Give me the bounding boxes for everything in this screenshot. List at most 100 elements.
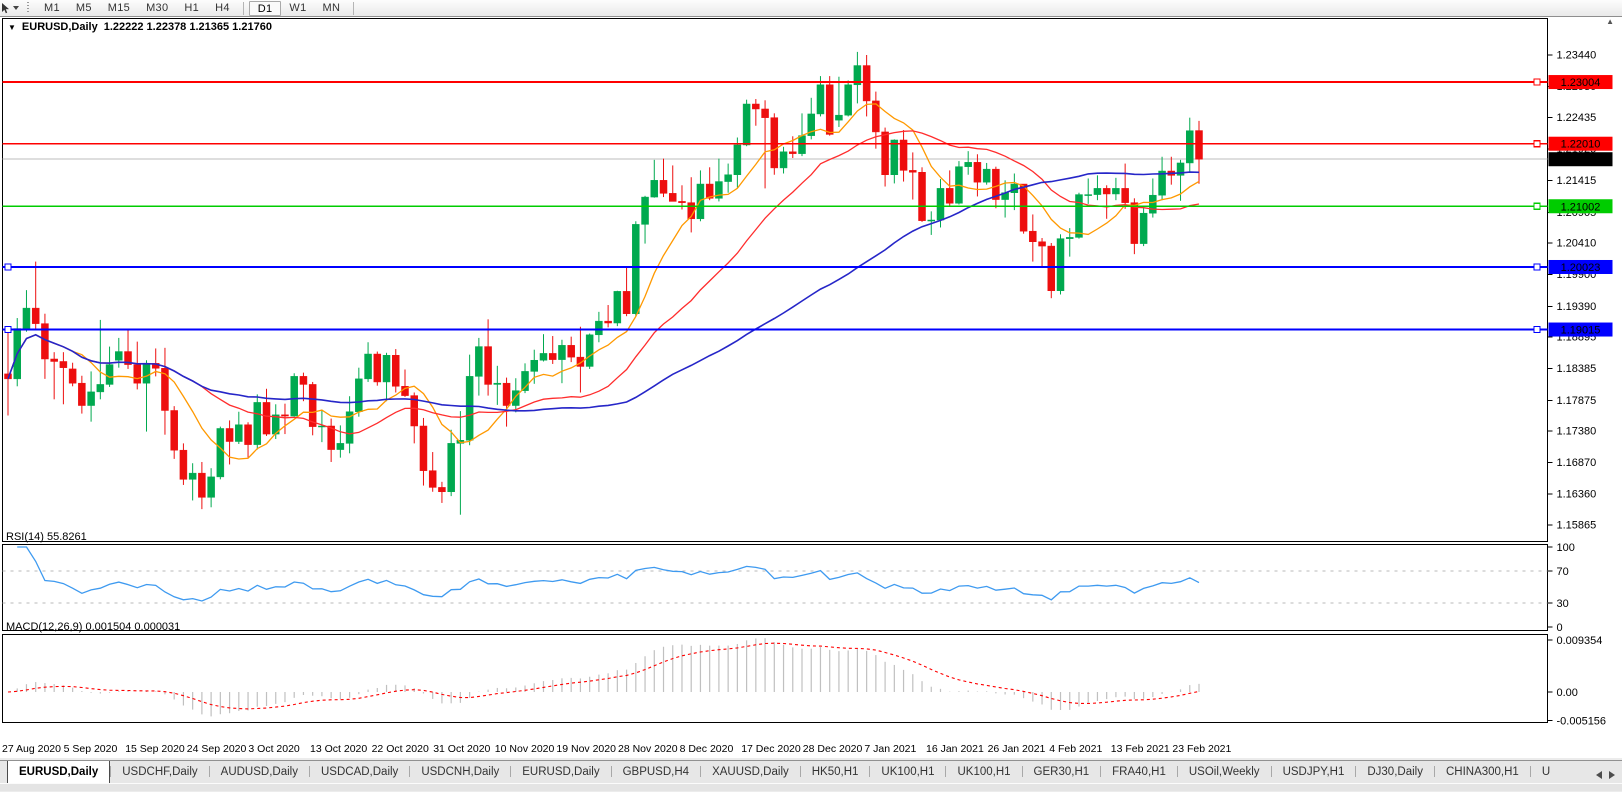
tab-separator	[110, 766, 112, 777]
price-scale[interactable]: 1.234401.229301.224351.219251.214151.209…	[1547, 50, 1597, 532]
svg-text:-0.005156: -0.005156	[1557, 716, 1607, 728]
rsi-indicator-label: RSI(14) 55.8261	[6, 531, 87, 543]
macd-histogram	[16, 638, 1200, 717]
tab-uk100-h1-10[interactable]: UK100,H1	[957, 766, 1011, 778]
svg-text:0.00: 0.00	[1557, 687, 1578, 699]
tab-u-17[interactable]: U	[1541, 766, 1551, 778]
timeframe-D1[interactable]: D1	[248, 0, 282, 16]
ma-fast-line	[7, 103, 1200, 460]
tab-usdchf-daily-1[interactable]: USDCHF,Daily	[122, 766, 198, 778]
hline-1.22010[interactable]: 1.22010	[2, 136, 1613, 151]
svg-text:28 Nov 2020: 28 Nov 2020	[618, 743, 678, 755]
rsi-line	[17, 546, 1200, 602]
ma-slow-line	[7, 171, 1200, 412]
tab-separator	[1529, 766, 1531, 777]
chart-ohlc-readout: 1.22222 1.22378 1.21365 1.21760	[103, 21, 272, 33]
tab-eurusd-daily-0[interactable]: EURUSD,Daily	[7, 761, 111, 783]
svg-text:0.009354: 0.009354	[1557, 635, 1603, 647]
svg-text:17 Dec 2020: 17 Dec 2020	[741, 743, 801, 755]
svg-text:10 Nov 2020: 10 Nov 2020	[495, 743, 555, 755]
svg-text:1.17875: 1.17875	[1557, 395, 1597, 407]
tab-ger30-h1-11[interactable]: GER30,H1	[1033, 766, 1090, 778]
price-chart-canvas[interactable]: 1.234401.229301.224351.219251.214151.209…	[0, 17, 1622, 758]
macd-indicator-label: MACD(12,26,9) 0.001504 0.000031	[6, 621, 181, 633]
tab-audusd-daily-2[interactable]: AUDUSD,Daily	[220, 766, 298, 778]
scroll-up-icon[interactable]: ▲	[1606, 17, 1614, 26]
tab-china300-h1-16[interactable]: CHINA300,H1	[1445, 766, 1519, 778]
tab-gbpusd-h4-6[interactable]: GBPUSD,H4	[622, 766, 690, 778]
timeframe-M30[interactable]: M30	[146, 1, 169, 14]
tab-uk100-h1-9[interactable]: UK100,H1	[881, 766, 935, 778]
collapse-arrow-icon[interactable]: ▼	[8, 22, 16, 32]
macd-signal-line	[7, 642, 1200, 710]
tab-separator	[799, 766, 801, 777]
toolbar-separator	[242, 1, 244, 15]
cursor-arrow-icon	[1, 2, 10, 14]
svg-text:1.21415: 1.21415	[1557, 175, 1597, 187]
svg-text:16 Jan 2021: 16 Jan 2021	[926, 743, 984, 755]
svg-text:1.17380: 1.17380	[1557, 425, 1597, 437]
toolbar-grip[interactable]	[26, 2, 31, 14]
svg-text:1.22010: 1.22010	[1561, 139, 1601, 151]
pointer-caret-icon	[13, 6, 19, 13]
tab-usdjpy-h1-14[interactable]: USDJPY,H1	[1282, 766, 1345, 778]
timeframe-M1[interactable]: M1	[44, 1, 60, 14]
chart-symbol-period: EURUSD,Daily	[21, 21, 98, 33]
tab-separator	[869, 766, 871, 777]
tab-hk50-h1-8[interactable]: HK50,H1	[811, 766, 859, 778]
timeframe-W1[interactable]: W1	[289, 1, 307, 14]
svg-text:1.15865: 1.15865	[1557, 519, 1597, 531]
svg-text:1.16870: 1.16870	[1557, 457, 1597, 469]
svg-text:1.23440: 1.23440	[1557, 50, 1597, 62]
svg-text:1.23004: 1.23004	[1561, 77, 1601, 89]
hline-1.21002[interactable]: 1.21002	[2, 199, 1613, 214]
current-price-label: 1.21760	[1548, 152, 1613, 167]
svg-text:1.20023: 1.20023	[1561, 262, 1601, 274]
hline-1.19015[interactable]: 1.19015	[2, 322, 1613, 337]
timeframe-H4[interactable]: H4	[215, 1, 230, 14]
svg-text:31 Oct 2020: 31 Oct 2020	[433, 743, 490, 755]
tab-usoil-weekly-13[interactable]: USOil,Weekly	[1188, 766, 1260, 778]
svg-text:1.18385: 1.18385	[1557, 363, 1597, 375]
tab-usdcnh-daily-4[interactable]: USDCNH,Daily	[421, 766, 500, 778]
time-axis[interactable]: 27 Aug 2020 5 Sep 2020 15 Sep 2020 24 Sep 2…	[2, 743, 1232, 755]
tab-xauusd-daily-7[interactable]: XAUUSD,Daily	[712, 766, 789, 778]
svg-text:3 Oct 2020: 3 Oct 2020	[248, 743, 300, 755]
svg-text:1.19015: 1.19015	[1561, 325, 1601, 337]
hline-1.23004[interactable]: 1.23004	[2, 75, 1613, 90]
tab-scroll-left-icon[interactable]	[1592, 771, 1602, 779]
svg-text:28 Dec 2020: 28 Dec 2020	[803, 743, 863, 755]
tab-fra40-h1-12[interactable]: FRA40,H1	[1112, 766, 1166, 778]
chart-tabs-row: EURUSD,Daily USDCHF,Daily AUDUSD,Daily USDC…	[0, 760, 1622, 783]
tab-usdcad-daily-3[interactable]: USDCAD,Daily	[320, 766, 399, 778]
tab-separator	[1021, 766, 1023, 777]
svg-text:23 Feb 2021: 23 Feb 2021	[1172, 743, 1231, 755]
tab-eurusd-daily-5[interactable]: EURUSD,Daily	[522, 766, 600, 778]
timeframe-MN[interactable]: MN	[322, 1, 341, 14]
timeframe-M15[interactable]: M15	[107, 1, 131, 14]
hline-1.20023[interactable]: 1.20023	[2, 259, 1613, 274]
svg-text:1.21002: 1.21002	[1561, 201, 1601, 213]
rsi-levels	[2, 570, 1548, 604]
tab-scroll-right-icon[interactable]	[1609, 771, 1619, 779]
svg-text:100: 100	[1557, 542, 1575, 554]
tab-separator	[1176, 766, 1178, 777]
rsi-scale[interactable]: 100 70 30 0	[1547, 542, 1575, 634]
svg-text:27 Aug 2020: 27 Aug 2020	[2, 743, 61, 755]
chart-title: ▼ EURUSD,Daily 1.22222 1.22378 1.21365 1…	[8, 21, 272, 33]
svg-text:1.19390: 1.19390	[1557, 301, 1597, 313]
svg-text:1.22435: 1.22435	[1557, 112, 1597, 124]
tab-separator	[510, 766, 512, 777]
tab-dj30-daily-15[interactable]: DJ30,Daily	[1367, 766, 1423, 778]
tab-separator	[308, 766, 310, 777]
timeframe-M5[interactable]: M5	[75, 1, 92, 14]
ma-mid-line	[7, 130, 1200, 435]
svg-text:19 Nov 2020: 19 Nov 2020	[556, 743, 616, 755]
timeframe-H1[interactable]: H1	[184, 1, 200, 14]
macd-scale[interactable]: 0.009354 0.00 -0.005156	[1547, 635, 1607, 728]
svg-text:7 Jan 2021: 7 Jan 2021	[864, 743, 916, 755]
chart-tabbar: EURUSD,Daily USDCHF,Daily AUDUSD,Daily USDC…	[0, 758, 1622, 792]
pointer-tool-button[interactable]	[0, 1, 23, 16]
svg-text:1.16360: 1.16360	[1557, 489, 1597, 501]
